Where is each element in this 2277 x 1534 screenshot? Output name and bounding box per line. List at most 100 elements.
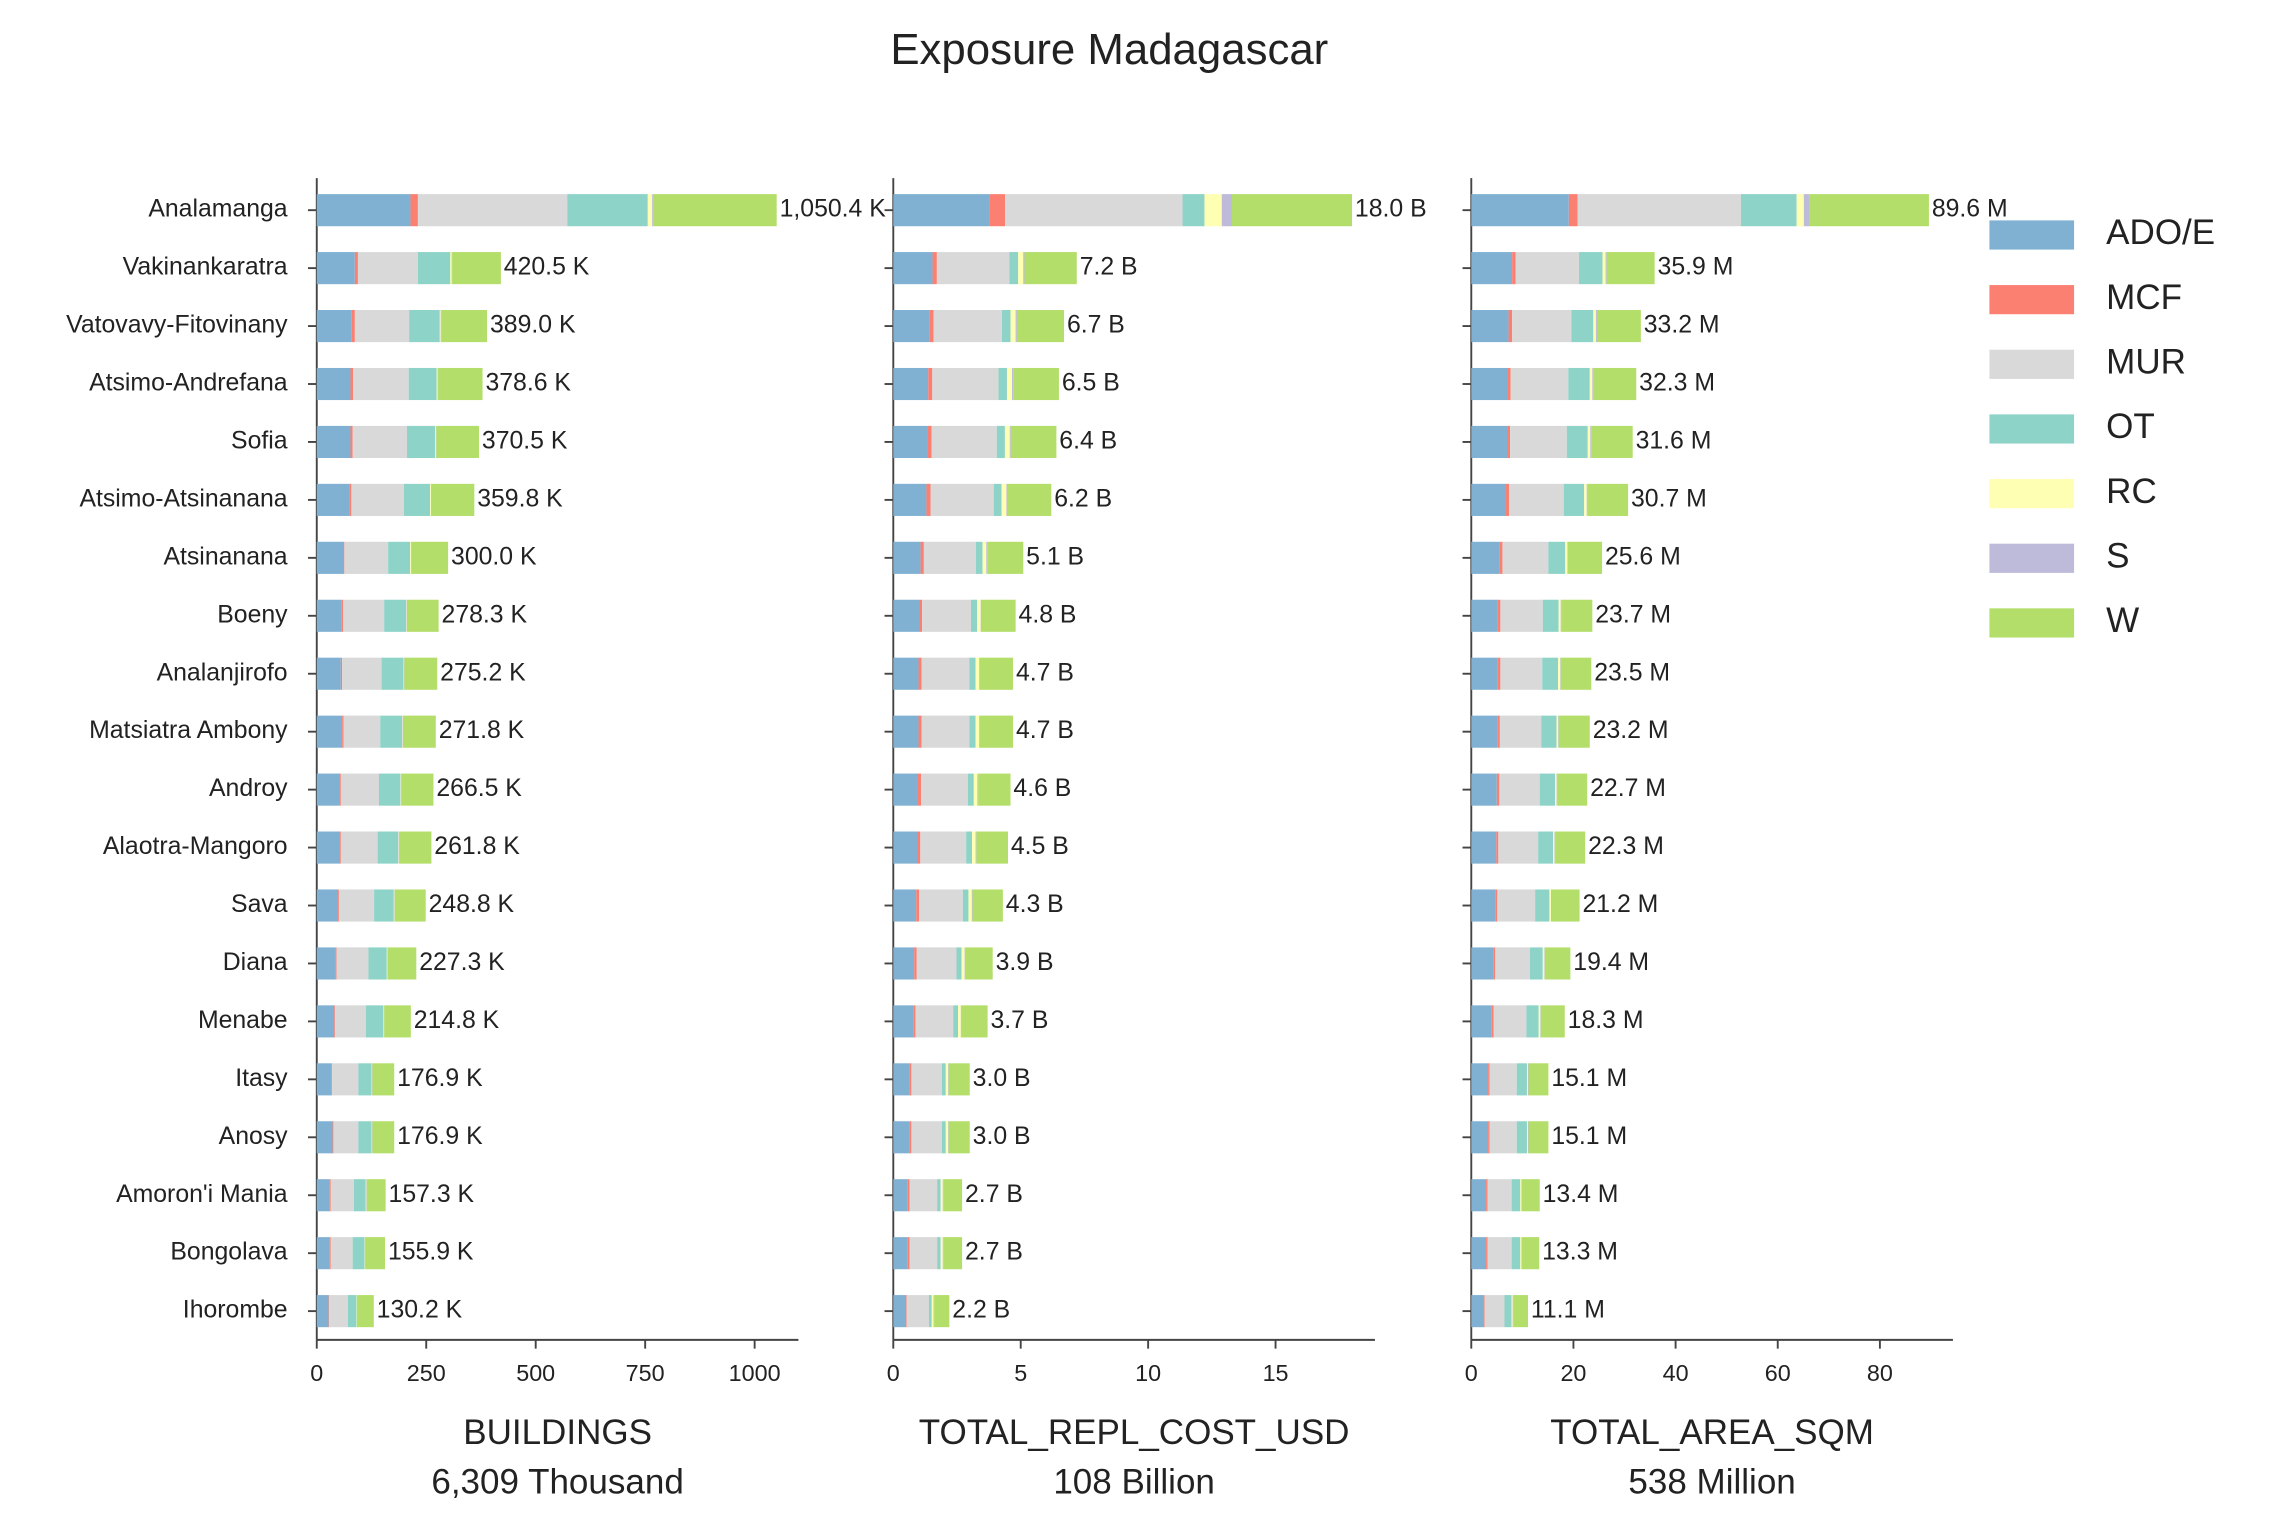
bar-segment xyxy=(352,425,407,459)
bar-segment xyxy=(893,194,990,227)
bar-segment xyxy=(431,483,475,516)
bar-segment xyxy=(972,831,976,864)
bar-segment xyxy=(339,831,341,864)
bar-segment xyxy=(1526,1063,1528,1096)
bar-segment xyxy=(1018,252,1024,285)
bar-segment xyxy=(439,310,441,343)
bar-segment xyxy=(953,1005,959,1038)
bar-segment xyxy=(982,541,987,574)
bar-segment xyxy=(343,599,385,632)
bar-segment xyxy=(909,1179,938,1212)
x-tick-label: 0 xyxy=(887,1360,900,1386)
legend-label: MUR xyxy=(2106,343,2186,382)
bar-segment xyxy=(1560,657,1592,690)
bar-segment xyxy=(342,657,382,690)
y-tick-label: Anosy xyxy=(219,1123,289,1150)
bar-segment xyxy=(338,889,340,922)
bar-segment xyxy=(911,1121,942,1154)
bar-segment xyxy=(334,1005,336,1038)
bar-segment xyxy=(1471,541,1500,574)
bar-segment xyxy=(1513,1295,1528,1328)
bar-segment xyxy=(403,715,436,748)
bar-segment xyxy=(1512,252,1516,285)
bar-segment xyxy=(989,194,1006,227)
bar-segment xyxy=(1592,367,1594,401)
bar-segment xyxy=(1512,310,1572,343)
bar-segment xyxy=(1602,252,1606,285)
bar-segment xyxy=(567,194,648,227)
bar-segment xyxy=(1489,1121,1517,1154)
total-label: 420.5 K xyxy=(504,254,590,281)
legend-label: ADO/E xyxy=(2106,213,2215,252)
bar-segment xyxy=(893,831,918,864)
bar-segment xyxy=(1520,1237,1522,1270)
total-label: 31.6 M xyxy=(1636,428,1712,455)
bar-segment xyxy=(1006,367,1013,401)
bar-segment xyxy=(1001,310,1011,343)
x-tick-label: 5 xyxy=(1014,1360,1027,1386)
bar-segment xyxy=(368,947,387,980)
bar-segment xyxy=(1507,425,1511,459)
bar-segment xyxy=(365,1237,386,1270)
bar-segment xyxy=(1554,831,1556,864)
bar-segment xyxy=(986,541,988,574)
bar-segment xyxy=(961,947,965,980)
total-label: 3.9 B xyxy=(996,949,1054,976)
bar-segment xyxy=(965,947,993,980)
bar-segment xyxy=(922,599,972,632)
bar-segment xyxy=(927,425,932,459)
total-label: 23.5 M xyxy=(1594,659,1670,686)
bar-segment xyxy=(1568,194,1578,227)
bar-segment xyxy=(436,425,479,459)
bar-segment xyxy=(333,1121,359,1154)
legend-swatch xyxy=(1989,220,2075,250)
x-tick-label: 10 xyxy=(1135,1360,1161,1386)
bar-segment xyxy=(1471,310,1509,343)
bar-segment xyxy=(384,599,407,632)
bar-segment xyxy=(943,1179,963,1212)
bar-segment xyxy=(1499,541,1503,574)
x-tick-label: 500 xyxy=(516,1360,555,1386)
bar-segment xyxy=(1497,715,1500,748)
bar-segment xyxy=(366,1179,386,1212)
total-label: 11.1 M xyxy=(1531,1297,1605,1324)
bar-segment xyxy=(942,1237,944,1270)
y-tick-label: Atsinanana xyxy=(163,543,287,570)
bar-segment xyxy=(1579,252,1603,285)
bar-segment xyxy=(1009,252,1019,285)
bar-segment xyxy=(1587,483,1629,516)
bar-segment xyxy=(1803,194,1810,227)
total-label: 4.3 B xyxy=(1006,891,1064,918)
bar-segment xyxy=(1558,715,1590,748)
bar-segment xyxy=(968,889,972,922)
bar-segment xyxy=(1526,1005,1539,1038)
bar-segment xyxy=(1593,310,1596,343)
bar-segment xyxy=(1516,1063,1527,1096)
y-tick-label: Vatovavy-Fitovinany xyxy=(66,312,288,339)
bar-segment xyxy=(1556,773,1558,806)
total-label: 261.8 K xyxy=(434,833,520,860)
bar-segment xyxy=(1471,252,1513,285)
bar-segment xyxy=(1586,483,1588,516)
y-tick-label: Sava xyxy=(231,891,288,918)
bar-segment xyxy=(943,1237,963,1270)
bar-segment xyxy=(1471,194,1569,227)
bar-segment xyxy=(1471,599,1498,632)
bar-segment xyxy=(1521,1237,1540,1270)
total-label: 275.2 K xyxy=(440,659,526,686)
bar-segment xyxy=(647,194,653,227)
y-tick-label: Atsimo-Atsinanana xyxy=(79,485,287,512)
bar-segment xyxy=(1231,194,1353,227)
bar-segment xyxy=(408,367,437,401)
bar-segment xyxy=(906,1295,929,1328)
bar-segment xyxy=(978,773,1011,806)
bar-segment xyxy=(329,1237,331,1270)
legend-swatch xyxy=(1989,543,2075,573)
bar-segment xyxy=(1528,1063,1549,1096)
bar-segment xyxy=(411,541,449,574)
bar-segment xyxy=(1796,194,1804,227)
total-label: 266.5 K xyxy=(436,775,522,802)
bar-segment xyxy=(1471,367,1508,401)
bar-segment xyxy=(1521,1179,1540,1212)
total-label: 157.3 K xyxy=(389,1181,475,1208)
